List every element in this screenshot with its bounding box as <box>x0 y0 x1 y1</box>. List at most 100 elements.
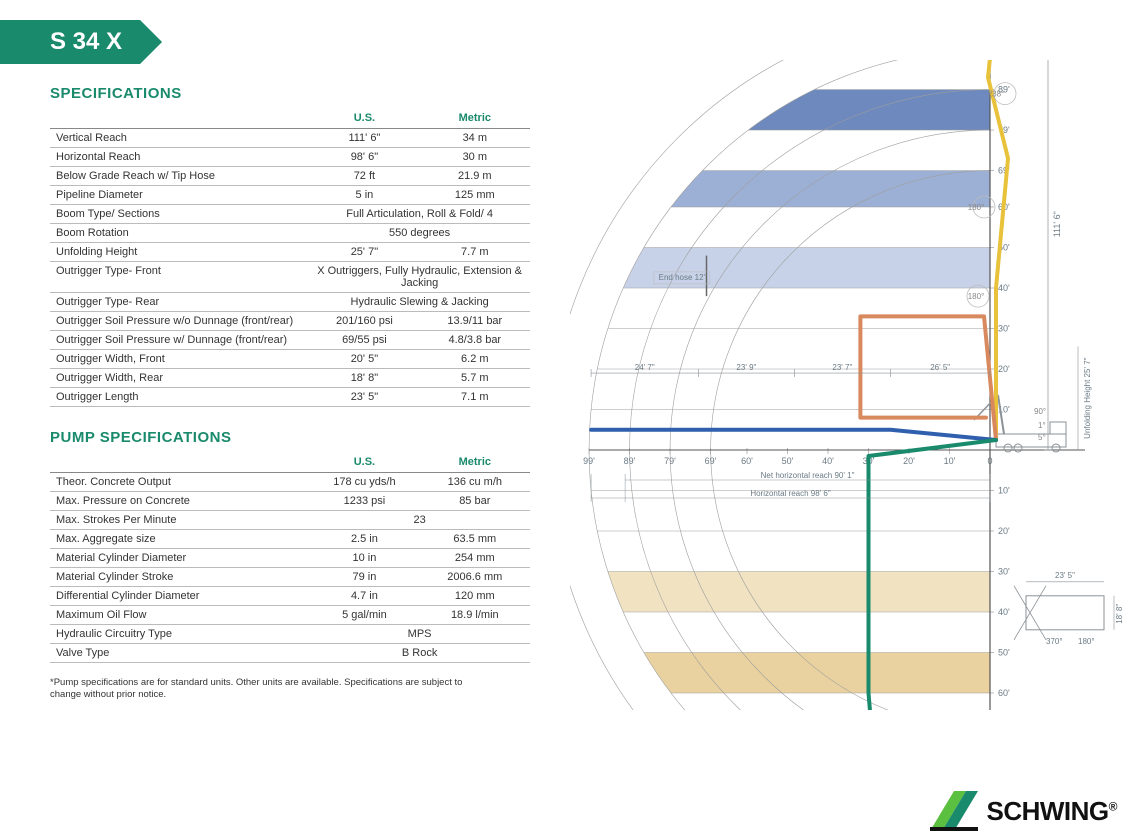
row-metric: 63.5 mm <box>420 530 530 549</box>
row-metric: 30 m <box>420 148 530 167</box>
row-metric: 254 mm <box>420 549 530 568</box>
row-value: 550 degrees <box>309 224 530 243</box>
logo-icon <box>930 791 978 831</box>
row-us: 10 in <box>309 549 419 568</box>
svg-text:50': 50' <box>998 648 1010 658</box>
row-us: 178 cu yds/h <box>309 473 419 492</box>
row-label: Pipeline Diameter <box>50 186 309 205</box>
table-row: Vertical Reach111' 6"34 m <box>50 129 530 148</box>
spec-table: U.S. Metric Vertical Reach111' 6"34 mHor… <box>50 108 530 407</box>
row-us: 4.7 in <box>309 587 419 606</box>
footnote: *Pump specifications are for standard un… <box>50 677 470 702</box>
row-label: Theor. Concrete Output <box>50 473 309 492</box>
table-row: Material Cylinder Stroke79 in2006.6 mm <box>50 568 530 587</box>
svg-text:89': 89' <box>624 456 636 466</box>
svg-text:40': 40' <box>998 607 1010 617</box>
row-metric: 7.7 m <box>420 243 530 262</box>
pump-heading: PUMP SPECIFICATIONS <box>50 429 530 446</box>
row-label: Max. Aggregate size <box>50 530 309 549</box>
row-us: 23' 5" <box>309 388 419 407</box>
table-row: Below Grade Reach w/ Tip Hose72 ft21.9 m <box>50 167 530 186</box>
svg-text:50': 50' <box>782 456 794 466</box>
svg-text:26' 5": 26' 5" <box>930 363 950 372</box>
logo: SCHWING® <box>930 791 1117 831</box>
table-row: Outrigger Type- RearHydraulic Slewing & … <box>50 293 530 312</box>
table-row: Boom Rotation550 degrees <box>50 224 530 243</box>
row-metric: 13.9/11 bar <box>420 312 530 331</box>
row-label: Boom Rotation <box>50 224 309 243</box>
table-row: Hydraulic Circuitry TypeMPS <box>50 625 530 644</box>
row-label: Outrigger Width, Rear <box>50 369 309 388</box>
table-row: Maximum Oil Flow5 gal/min18.9 l/min <box>50 606 530 625</box>
svg-text:23' 5": 23' 5" <box>1055 571 1075 580</box>
svg-text:End hose 12': End hose 12' <box>659 273 706 282</box>
row-label: Vertical Reach <box>50 129 309 148</box>
table-row: Horizontal Reach98' 6"30 m <box>50 148 530 167</box>
svg-text:180°: 180° <box>968 203 985 212</box>
row-label: Outrigger Soil Pressure w/o Dunnage (fro… <box>50 312 309 331</box>
row-label: Valve Type <box>50 644 309 663</box>
svg-text:238°: 238° <box>988 90 1005 99</box>
row-metric: 34 m <box>420 129 530 148</box>
row-label: Unfolding Height <box>50 243 309 262</box>
row-label: Differential Cylinder Diameter <box>50 587 309 606</box>
svg-text:40': 40' <box>998 283 1010 293</box>
row-us: 25' 7" <box>309 243 419 262</box>
pump-col-metric: Metric <box>420 452 530 473</box>
svg-text:10': 10' <box>998 486 1010 496</box>
row-label: Horizontal Reach <box>50 148 309 167</box>
svg-text:Horizontal reach 98' 6": Horizontal reach 98' 6" <box>750 489 831 498</box>
row-label: Material Cylinder Stroke <box>50 568 309 587</box>
row-us: 20' 5" <box>309 350 419 369</box>
pump-col-us: U.S. <box>309 452 419 473</box>
table-row: Valve TypeB Rock <box>50 644 530 663</box>
svg-text:20': 20' <box>998 526 1010 536</box>
row-us: 1233 psi <box>309 492 419 511</box>
svg-text:20': 20' <box>998 364 1010 374</box>
row-metric: 7.1 m <box>420 388 530 407</box>
svg-text:Unfolding Height 25' 7": Unfolding Height 25' 7" <box>1083 357 1092 438</box>
table-row: Theor. Concrete Output178 cu yds/h136 cu… <box>50 473 530 492</box>
svg-text:60': 60' <box>741 456 753 466</box>
row-us: 79 in <box>309 568 419 587</box>
table-row: Outrigger Soil Pressure w/o Dunnage (fro… <box>50 312 530 331</box>
logo-text: SCHWING® <box>986 796 1117 827</box>
row-label: Outrigger Type- Rear <box>50 293 309 312</box>
svg-text:18' 8": 18' 8" <box>1115 604 1124 624</box>
table-row: Outrigger Width, Front20' 5"6.2 m <box>50 350 530 369</box>
svg-text:60': 60' <box>998 688 1010 698</box>
row-us: 5 gal/min <box>309 606 419 625</box>
row-label: Max. Strokes Per Minute <box>50 511 309 530</box>
table-row: Max. Aggregate size2.5 in63.5 mm <box>50 530 530 549</box>
row-value: MPS <box>309 625 530 644</box>
row-us: 72 ft <box>309 167 419 186</box>
svg-text:24' 7": 24' 7" <box>635 363 655 372</box>
table-row: Boom Type/ SectionsFull Articulation, Ro… <box>50 205 530 224</box>
row-us: 18' 8" <box>309 369 419 388</box>
row-metric: 6.2 m <box>420 350 530 369</box>
table-row: Outrigger Width, Rear18' 8"5.7 m <box>50 369 530 388</box>
row-metric: 21.9 m <box>420 167 530 186</box>
row-metric: 136 cu m/h <box>420 473 530 492</box>
row-metric: 4.8/3.8 bar <box>420 331 530 350</box>
svg-text:10': 10' <box>944 456 956 466</box>
row-us: 98' 6" <box>309 148 419 167</box>
svg-text:30': 30' <box>998 324 1010 334</box>
row-metric: 120 mm <box>420 587 530 606</box>
table-row: Outrigger Soil Pressure w/ Dunnage (fron… <box>50 331 530 350</box>
row-us: 111' 6" <box>309 129 419 148</box>
svg-text:79': 79' <box>664 456 676 466</box>
spec-heading: SPECIFICATIONS <box>50 85 530 102</box>
row-value: Full Articulation, Roll & Fold/ 4 <box>309 205 530 224</box>
row-label: Maximum Oil Flow <box>50 606 309 625</box>
row-metric: 125 mm <box>420 186 530 205</box>
table-row: Max. Strokes Per Minute23 <box>50 511 530 530</box>
reach-diagram: 119'109'99'89'79'69'60'50'40'30'20'10'10… <box>570 60 1125 710</box>
row-us: 69/55 psi <box>309 331 419 350</box>
row-label: Outrigger Width, Front <box>50 350 309 369</box>
table-row: Pipeline Diameter5 in125 mm <box>50 186 530 205</box>
table-row: Differential Cylinder Diameter4.7 in120 … <box>50 587 530 606</box>
svg-text:180°: 180° <box>968 292 985 301</box>
row-us: 201/160 psi <box>309 312 419 331</box>
table-row: Max. Pressure on Concrete1233 psi85 bar <box>50 492 530 511</box>
